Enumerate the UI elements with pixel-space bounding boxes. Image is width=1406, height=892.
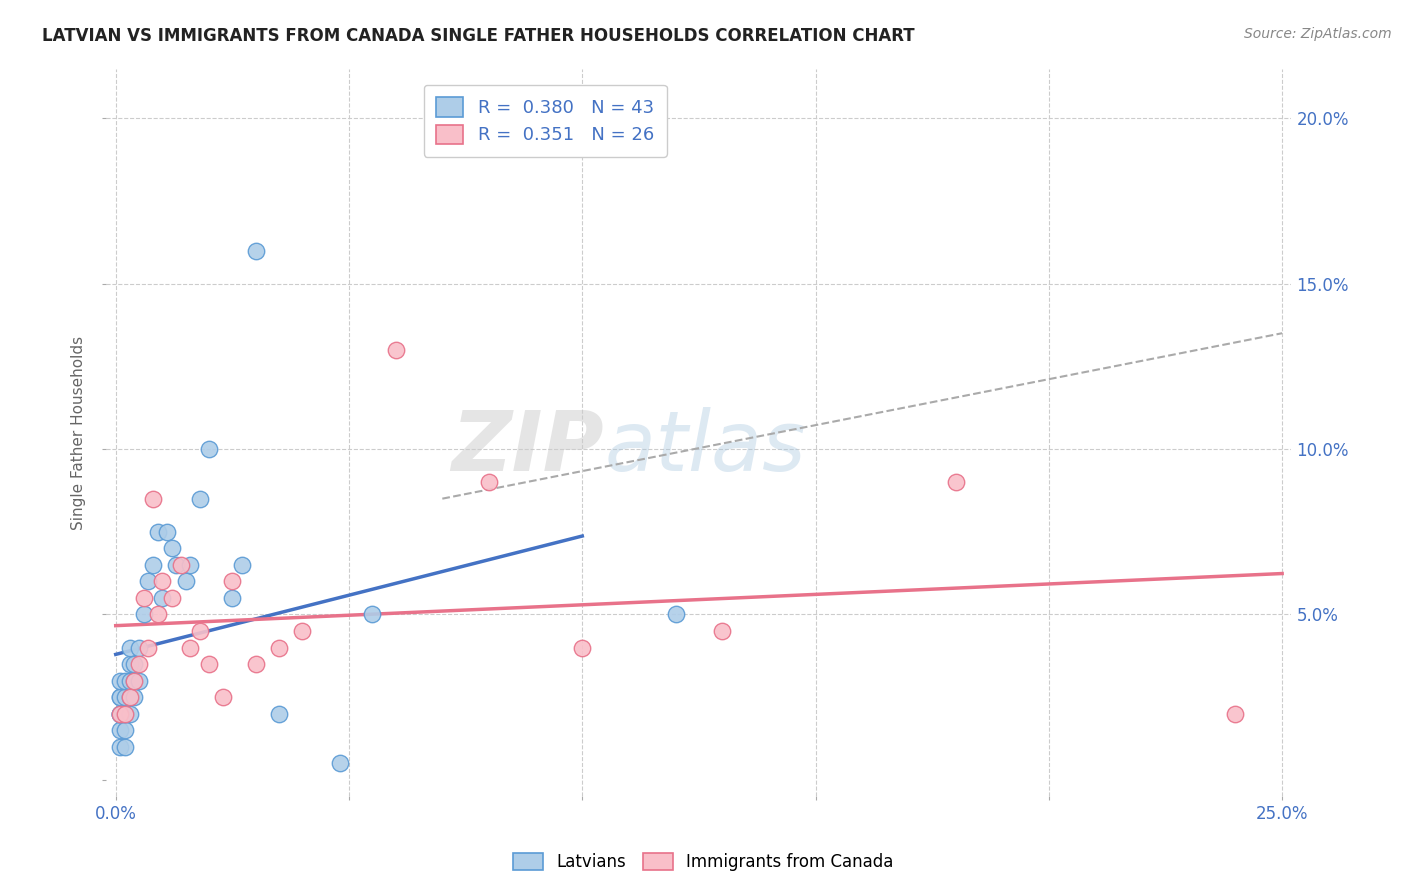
Point [110, 739, 132, 754]
Point [150, 574, 173, 589]
Point [711, 624, 734, 638]
Point [132, 607, 155, 622]
Point [118, 690, 141, 705]
Point [150, 591, 173, 605]
Point [118, 690, 141, 705]
Point [1225, 706, 1247, 721]
Point [110, 690, 132, 705]
Point [245, 244, 267, 258]
Point [179, 640, 201, 655]
Point [221, 591, 243, 605]
Point [114, 690, 136, 705]
Point [665, 607, 688, 622]
Point [138, 574, 160, 589]
Text: Source: ZipAtlas.com: Source: ZipAtlas.com [1244, 27, 1392, 41]
Point [160, 591, 183, 605]
Point [114, 706, 136, 721]
Point [110, 673, 132, 688]
Point [114, 723, 136, 738]
Point [118, 673, 141, 688]
Point [138, 640, 160, 655]
Point [267, 640, 290, 655]
Point [110, 706, 132, 721]
Point [142, 558, 165, 572]
Point [128, 673, 150, 688]
Point [212, 690, 235, 705]
Point [110, 706, 132, 721]
Point [231, 558, 253, 572]
Point [384, 343, 406, 357]
Point [198, 442, 221, 456]
Point [124, 657, 146, 672]
Point [118, 640, 141, 655]
Point [128, 657, 150, 672]
Point [114, 706, 136, 721]
Text: ZIP: ZIP [451, 407, 605, 488]
Point [132, 591, 155, 605]
Point [170, 558, 193, 572]
Point [165, 558, 187, 572]
Point [156, 524, 179, 539]
Point [114, 673, 136, 688]
Point [110, 706, 132, 721]
Point [245, 657, 267, 672]
Point [110, 706, 132, 721]
Point [478, 475, 501, 489]
Point [110, 690, 132, 705]
Point [114, 739, 136, 754]
Point [146, 524, 169, 539]
Point [124, 690, 146, 705]
Point [179, 558, 201, 572]
Point [188, 491, 211, 506]
Point [110, 723, 132, 738]
Legend: R =  0.380   N = 43, R =  0.351   N = 26: R = 0.380 N = 43, R = 0.351 N = 26 [423, 85, 666, 157]
Text: atlas: atlas [605, 407, 806, 488]
Point [361, 607, 384, 622]
Point [174, 574, 197, 589]
Point [571, 640, 593, 655]
Point [118, 706, 141, 721]
Point [114, 706, 136, 721]
Point [118, 657, 141, 672]
Point [267, 706, 290, 721]
Point [188, 624, 211, 638]
Point [291, 624, 314, 638]
Point [146, 607, 169, 622]
Point [128, 640, 150, 655]
Point [124, 673, 146, 688]
Point [329, 756, 352, 771]
Point [142, 491, 165, 506]
Point [945, 475, 967, 489]
Text: LATVIAN VS IMMIGRANTS FROM CANADA SINGLE FATHER HOUSEHOLDS CORRELATION CHART: LATVIAN VS IMMIGRANTS FROM CANADA SINGLE… [42, 27, 915, 45]
Point [198, 657, 221, 672]
Point [221, 574, 243, 589]
Point [160, 541, 183, 556]
Point [124, 673, 146, 688]
Y-axis label: Single Father Households: Single Father Households [72, 335, 86, 530]
Legend: Latvians, Immigrants from Canada: Latvians, Immigrants from Canada [505, 845, 901, 880]
